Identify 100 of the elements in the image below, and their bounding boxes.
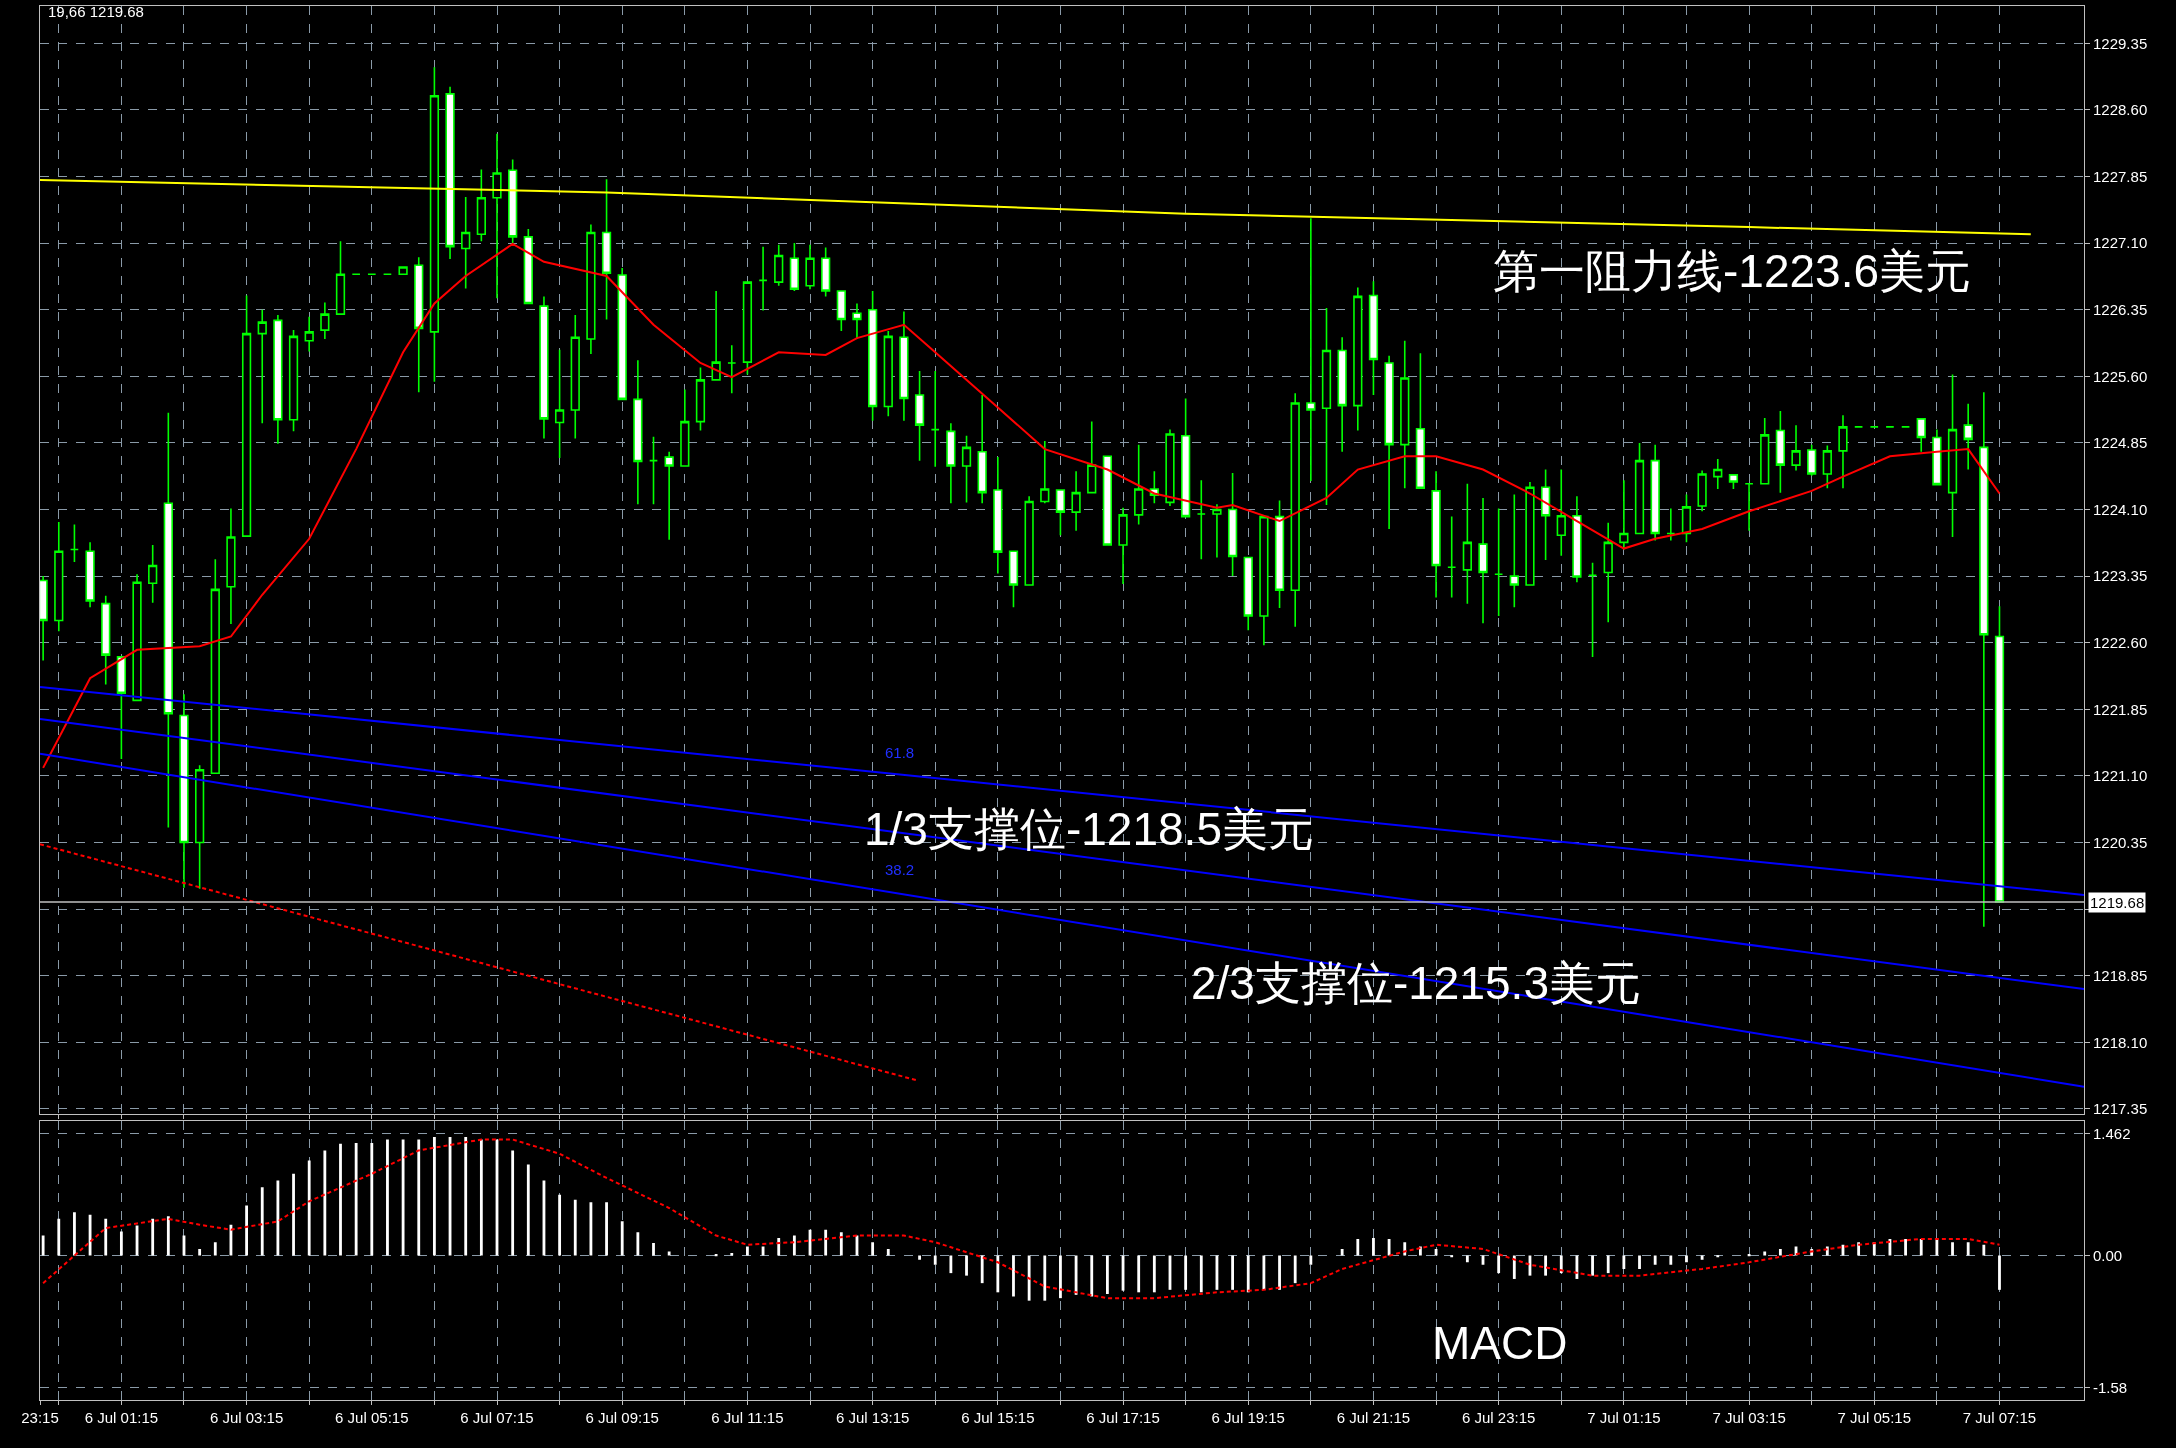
bar <box>1653 1255 1657 1265</box>
y-tick-label: 1218.10 <box>2093 1033 2148 1051</box>
candlestick <box>742 281 753 376</box>
bar <box>1356 1238 1360 1256</box>
x-tick-label: 6 Jul 19:15 <box>1211 1409 1285 1426</box>
candlestick <box>523 228 533 305</box>
candlestick <box>304 316 314 353</box>
x-tick-label: 6 Jul 03:15 <box>209 1409 284 1426</box>
candlestick <box>961 434 972 504</box>
bar <box>41 1235 45 1256</box>
x-tick-label: 6 Jul 21:15 <box>1336 1409 1411 1426</box>
candlestick <box>1525 481 1535 586</box>
candlestick <box>1572 495 1582 584</box>
candlestick <box>664 450 674 541</box>
candlestick <box>1822 444 1832 489</box>
candlestick <box>1916 418 1926 453</box>
candlestick <box>1243 556 1253 632</box>
bar <box>1465 1255 1469 1263</box>
candlestick <box>680 388 690 467</box>
bar <box>1998 1255 2001 1290</box>
bar <box>1919 1238 1923 1256</box>
candlestick <box>805 244 815 291</box>
y-tick-label: 1227.85 <box>2093 167 2148 185</box>
bar <box>1763 1251 1767 1256</box>
candlestick <box>273 314 283 445</box>
bar <box>1606 1255 1610 1274</box>
y-tick-label: 1228.60 <box>2093 101 2148 119</box>
candlestick <box>914 370 925 462</box>
x-tick-label: 6 Jul 13:15 <box>835 1409 910 1426</box>
bar <box>1982 1244 1986 1256</box>
candlestick <box>1775 410 1786 494</box>
x-tick-label: 6 Jul 01:15 <box>84 1409 159 1426</box>
bar <box>1027 1255 1031 1301</box>
candlestick <box>1227 472 1238 577</box>
bar <box>558 1194 562 1256</box>
annotation: MACD <box>1432 1317 1568 1369</box>
bar <box>276 1180 280 1256</box>
candlestick <box>1368 280 1379 396</box>
candlestick <box>398 266 408 275</box>
bar <box>918 1255 921 1260</box>
candlestick <box>883 330 893 418</box>
bar <box>965 1255 968 1276</box>
candlestick <box>1181 397 1191 518</box>
candlestick <box>946 422 956 505</box>
candlestick <box>1040 440 1050 505</box>
bar <box>1278 1255 1281 1290</box>
candlestick <box>1744 482 1754 532</box>
y-tick-label: 1.462 <box>2093 1124 2131 1142</box>
bar <box>1450 1255 1454 1258</box>
candlestick <box>1071 470 1081 532</box>
bar <box>1012 1255 1015 1297</box>
candlestick <box>1008 550 1019 608</box>
y-tick-label: -1.58 <box>2093 1378 2128 1396</box>
bar <box>1231 1255 1234 1290</box>
candlestick <box>257 308 267 425</box>
annotation: 61.8 <box>885 744 915 761</box>
bar <box>824 1229 828 1256</box>
bar <box>1966 1242 1970 1256</box>
annotation: 19,66 1219.68 <box>48 3 144 20</box>
bar <box>605 1202 608 1256</box>
bar <box>1951 1242 1954 1256</box>
bar <box>339 1143 342 1256</box>
bar <box>370 1142 374 1256</box>
candlestick <box>1055 489 1066 537</box>
bar <box>933 1255 937 1265</box>
candlestick <box>899 310 909 422</box>
bar <box>464 1137 468 1256</box>
candlestick <box>1462 482 1472 605</box>
bar <box>119 1231 123 1256</box>
bar <box>432 1137 436 1256</box>
bar <box>1669 1255 1673 1265</box>
y-tick-label: 1226.35 <box>2093 300 2148 318</box>
bar <box>307 1160 311 1256</box>
x-tick-label: 7 Jul 01:15 <box>1587 1409 1661 1426</box>
candlestick <box>163 411 173 829</box>
bar <box>386 1139 389 1256</box>
bar <box>1137 1255 1141 1293</box>
bar <box>1246 1255 1250 1293</box>
candlestick <box>1415 352 1426 489</box>
bar <box>1152 1255 1156 1293</box>
candlestick <box>1728 474 1739 490</box>
candlestick <box>1087 420 1097 494</box>
annotation: 38.2 <box>885 861 915 878</box>
bar <box>792 1235 796 1256</box>
bar <box>1857 1242 1861 1256</box>
bar <box>245 1205 248 1256</box>
bar <box>104 1218 108 1256</box>
ref-line-label: 1219.68 <box>2090 894 2145 911</box>
bar <box>1059 1255 1062 1299</box>
candlestick <box>1807 443 1817 477</box>
candlestick <box>429 66 440 383</box>
candlestick <box>320 301 330 340</box>
candlestick <box>1932 428 1942 486</box>
bar <box>886 1248 890 1256</box>
candlestick <box>1603 522 1613 624</box>
y-tick-label: 1220.35 <box>2093 833 2148 851</box>
candlestick <box>195 764 205 890</box>
candlestick <box>758 245 768 312</box>
y-tick-label: 1225.60 <box>2093 367 2148 385</box>
x-tick-label: 7 Jul 05:15 <box>1837 1409 1911 1426</box>
